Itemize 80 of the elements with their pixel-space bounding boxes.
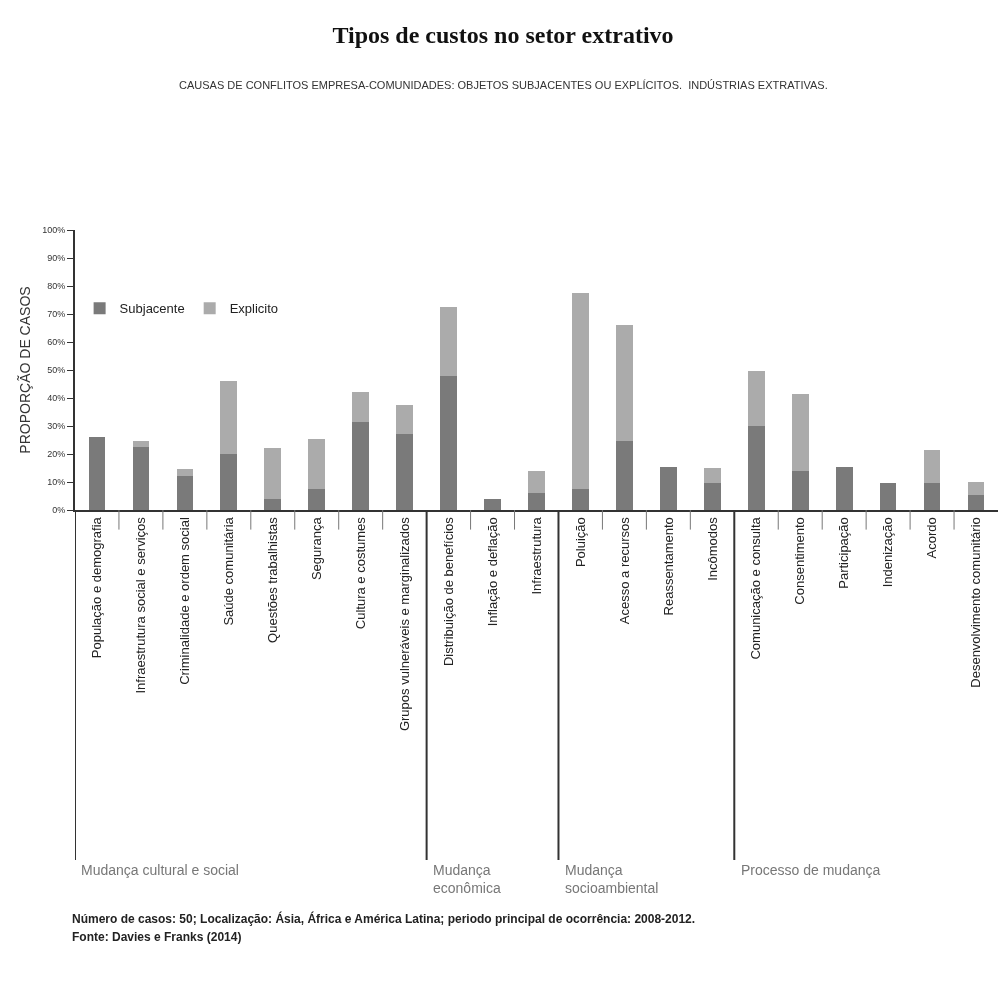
x-tick-label: Questões trabalhistas [265,516,281,643]
text: Mudança econômica [433,862,501,897]
bar [176,469,194,477]
text: Número de casos: 50; Localização: Ásia, África e América Latina; periodo principal de ocorrência: 2008-2012. [72,911,696,926]
x-tick-label: Inflação e deflação [484,517,500,627]
y-tick-label: 40% [47,393,66,404]
y-tick-label: 50% [47,365,66,376]
x-tick-label: Participação [836,517,852,589]
x-tick-label: Grupos vulneráveis e marginalizados [396,516,412,732]
x-tick-label: Poluição [572,517,588,568]
x-tick-label: Desenvolvimento comunitário [968,517,984,688]
y-tick-label: 70% [47,309,66,320]
x-tick-label: Acordo [924,517,940,559]
x-tick-label: Infraestrutura social e serviços [133,516,149,694]
bar [923,483,941,510]
chart-subtitle: CAUSAS DE CONFLITOS EMPRESA-COMUNIDADES: OBJETOS SUBJACENTES OU EXPLÍCITOS. INDÚSTRIAS EXTRATIVAS. [179,79,828,91]
y-tick-label: 10% [47,477,66,488]
bar [132,441,150,447]
bar [176,476,194,510]
bar [440,307,457,376]
x-tick-label: Consentimento [792,517,808,605]
bar [396,434,413,510]
bar [879,483,897,510]
text: Processo de mudança [741,862,881,878]
bar [791,470,809,510]
bar [264,448,282,499]
bar [703,468,721,484]
bar [308,489,326,510]
bar [923,449,941,484]
bar [352,392,370,422]
bar [308,438,326,489]
x-tick-label: Cultura e costumes [352,516,368,630]
y-tick-label: 30% [47,421,66,432]
source-note: Fonte: Davies e Franks (2014) [72,930,242,944]
y-tick-label: 80% [47,281,66,292]
bar [264,498,282,510]
text: Mudança socioambiental [565,862,659,897]
y-axis-title: PROPORÇÃO DE CASOS [17,286,34,454]
bar [835,466,853,510]
y-tick-label: 100% [42,225,66,236]
bar [616,441,633,510]
bar [747,371,765,426]
x-tick-label: Saúde comunitária [221,516,237,626]
chart-title: Tipos de custos no setor extrativo [332,22,674,49]
x-tick-label: Infraestrutura [528,516,544,595]
x-tick-label: Acesso a recursos [616,516,632,625]
x-tick-label: Distribuição de benefícios [440,516,456,667]
bar [132,447,150,510]
y-tick-label: 60% [47,337,66,348]
x-tick-label: População e demografia [89,516,105,659]
y-tick-label: 0% [52,505,66,516]
bar [440,375,457,510]
bar [396,405,413,435]
bar [967,482,985,495]
legend-label: Subjacente [119,301,185,317]
bar [220,454,238,510]
bar [572,293,589,489]
bar [616,325,633,442]
x-tick-label: Comunicação e consulta [748,516,764,660]
bar [747,426,765,510]
x-tick-label: Segurança [308,516,324,581]
bar [703,483,721,510]
bar [352,421,370,510]
bar [528,470,545,494]
bar [572,489,589,510]
legend-label: Explicito [229,301,279,317]
text: Mudança cultural e social [81,862,239,878]
bar [484,498,501,510]
bar [220,381,238,454]
y-tick-label: 90% [47,253,66,264]
bar [791,393,809,471]
bar [967,494,985,510]
bar [660,466,677,510]
x-tick-label: Incômodos [704,516,720,581]
x-tick-label: Criminalidade e ordem social [177,517,193,685]
x-tick-label: Indenização [880,517,896,588]
bar [528,493,545,510]
x-tick-label: Reassentamento [660,517,676,616]
y-tick-label: 20% [47,449,66,460]
bar [88,437,106,510]
